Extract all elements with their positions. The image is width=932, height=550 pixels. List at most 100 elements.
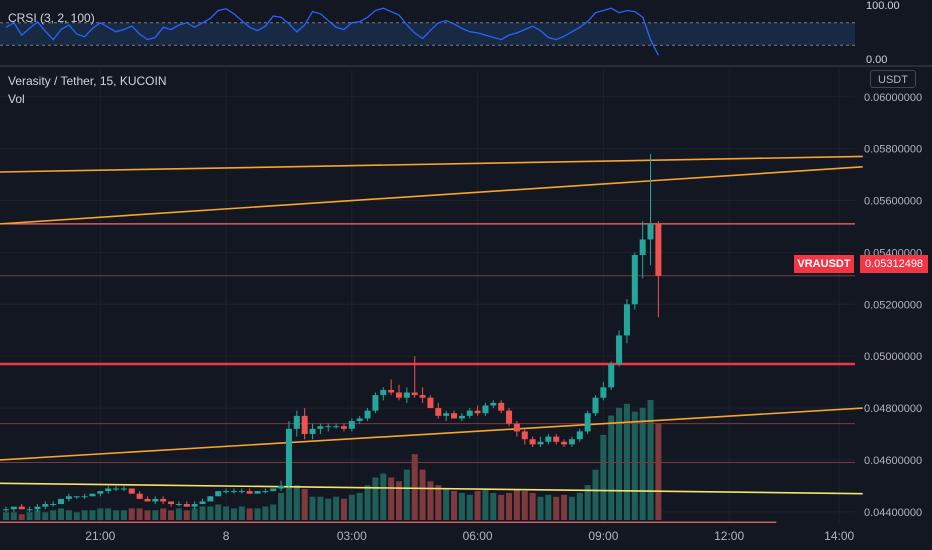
volume-bar	[576, 492, 583, 520]
volume-bar	[482, 489, 489, 520]
x-tick-label: 09:00	[588, 529, 618, 543]
candle-body	[419, 395, 426, 398]
volume-bar	[18, 514, 25, 520]
candle-body	[655, 223, 662, 276]
y-tick-label: 0.05600000	[864, 196, 922, 208]
candle-body	[388, 389, 395, 393]
candle-body	[616, 335, 623, 364]
candle-body	[427, 397, 434, 409]
candle-body	[380, 389, 387, 396]
candle-body	[325, 426, 332, 428]
volume-bar	[50, 510, 57, 520]
candle-body	[18, 506, 25, 510]
horizontal-levels[interactable]	[0, 223, 855, 523]
candle-body	[576, 431, 583, 440]
volume-bar	[348, 494, 355, 520]
price-axis[interactable]: 0.060000000.058000000.056000000.05400000…	[864, 92, 922, 519]
candle-body	[26, 509, 33, 511]
volume-bar	[223, 506, 230, 520]
volume-bar	[474, 490, 481, 520]
volume-bar	[451, 490, 458, 520]
candle-body	[600, 387, 607, 398]
candle-body	[309, 428, 316, 435]
candle-body	[183, 504, 190, 507]
volume-bar	[411, 454, 418, 520]
volume-bar	[372, 477, 379, 520]
volume-bar	[278, 492, 285, 520]
y-tick-label: 0.05800000	[864, 144, 922, 156]
candle-body	[608, 363, 615, 388]
symbol-title[interactable]: Verasity / Tether, 15, KUCOIN	[8, 74, 167, 88]
volume-bar	[152, 510, 159, 520]
volume-bar	[42, 512, 49, 520]
volume-bar	[285, 477, 292, 520]
candle-body	[458, 415, 465, 419]
volume-bar	[466, 494, 473, 520]
candle-body	[340, 426, 347, 429]
candle-body	[592, 397, 599, 414]
volume-bar	[545, 494, 552, 520]
candle-body	[42, 504, 49, 507]
candle-body	[396, 392, 402, 398]
candlesticks	[3, 153, 662, 512]
candle-body	[113, 488, 120, 490]
candle-body	[490, 402, 497, 406]
x-tick-label: 06:00	[463, 529, 493, 543]
candle-body	[333, 426, 340, 428]
y-tick-label: 0.04800000	[864, 403, 922, 415]
candle-body	[584, 413, 591, 432]
candle-body	[568, 439, 575, 445]
candle-body	[521, 431, 528, 440]
volume-bar	[388, 477, 395, 520]
volume-bar	[34, 510, 41, 520]
volume-bar	[592, 469, 599, 520]
candle-body	[451, 413, 458, 419]
candle-body	[537, 441, 544, 445]
trend-lines[interactable]	[0, 155, 863, 495]
currency-selector[interactable]: USDT	[870, 70, 916, 88]
volume-bar	[608, 415, 615, 520]
volume-bar	[443, 489, 450, 520]
candle-body	[65, 496, 72, 499]
volume-bar	[317, 496, 324, 520]
candle-body	[529, 439, 536, 445]
volume-bar	[160, 508, 167, 520]
vol-label[interactable]: Vol	[8, 92, 25, 106]
trend-line	[0, 407, 863, 461]
grid-lines	[0, 70, 855, 522]
volume-bar	[356, 492, 363, 520]
volume-bar	[183, 510, 190, 520]
candle-body	[73, 496, 80, 498]
candle-body	[34, 506, 41, 510]
candle-body	[58, 498, 65, 505]
candle-body	[230, 491, 237, 493]
volume-bar	[380, 473, 387, 520]
volume-bar	[58, 508, 65, 520]
time-axis[interactable]: 21:00 8 03:00 06:00 09:00 12:00 14:00	[85, 529, 854, 543]
trend-line	[0, 155, 863, 173]
volume-bar	[521, 490, 528, 520]
volume-bar	[191, 508, 198, 520]
volume-bar	[506, 492, 513, 520]
y-tick-label: 0.04600000	[864, 455, 922, 467]
candle-body	[482, 405, 489, 414]
last-price-value: 0.05312498	[860, 255, 928, 273]
candle-body	[3, 509, 9, 511]
candle-body	[262, 491, 269, 493]
x-tick-label: 12:00	[714, 529, 744, 543]
candle-body	[152, 498, 159, 502]
volume-bar	[623, 403, 630, 520]
crsi-legend[interactable]: CRSI (3, 2, 100)	[8, 11, 95, 25]
volume-bar	[325, 498, 332, 520]
candle-body	[97, 491, 104, 494]
candle-body	[474, 410, 481, 414]
crsi-lower-label: 0.00	[866, 54, 888, 66]
volume-bar	[246, 508, 253, 520]
volume-bar	[3, 512, 9, 520]
volume-bar	[81, 510, 88, 520]
candle-body	[411, 392, 418, 396]
volume-bar	[120, 510, 127, 520]
candle-body	[207, 496, 214, 502]
candle-body	[254, 491, 261, 494]
